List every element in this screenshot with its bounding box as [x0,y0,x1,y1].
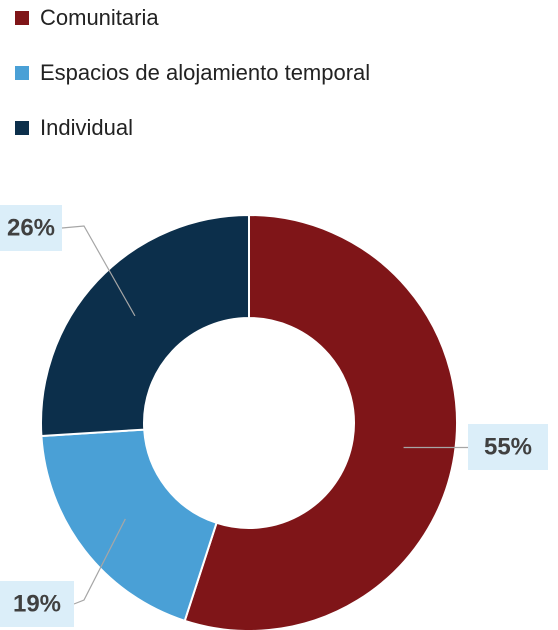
data-label-box [0,581,74,627]
legend-label: Comunitaria [40,5,159,30]
data-label-box [468,424,548,470]
data-label: 55% [484,433,532,460]
leader-line [73,518,126,605]
data-label: 19% [13,590,61,617]
data-label: 26% [7,214,55,241]
legend-swatch [15,121,29,135]
data-label-box [0,205,62,251]
leader-line [61,225,136,317]
legend-swatch [15,11,29,25]
donut-segment [40,213,250,438]
legend-label: Individual [40,115,133,140]
donut-segment [40,428,218,623]
legend-swatch [15,66,29,80]
legend-label: Espacios de alojamiento temporal [40,60,370,85]
donut-segment [183,213,458,630]
